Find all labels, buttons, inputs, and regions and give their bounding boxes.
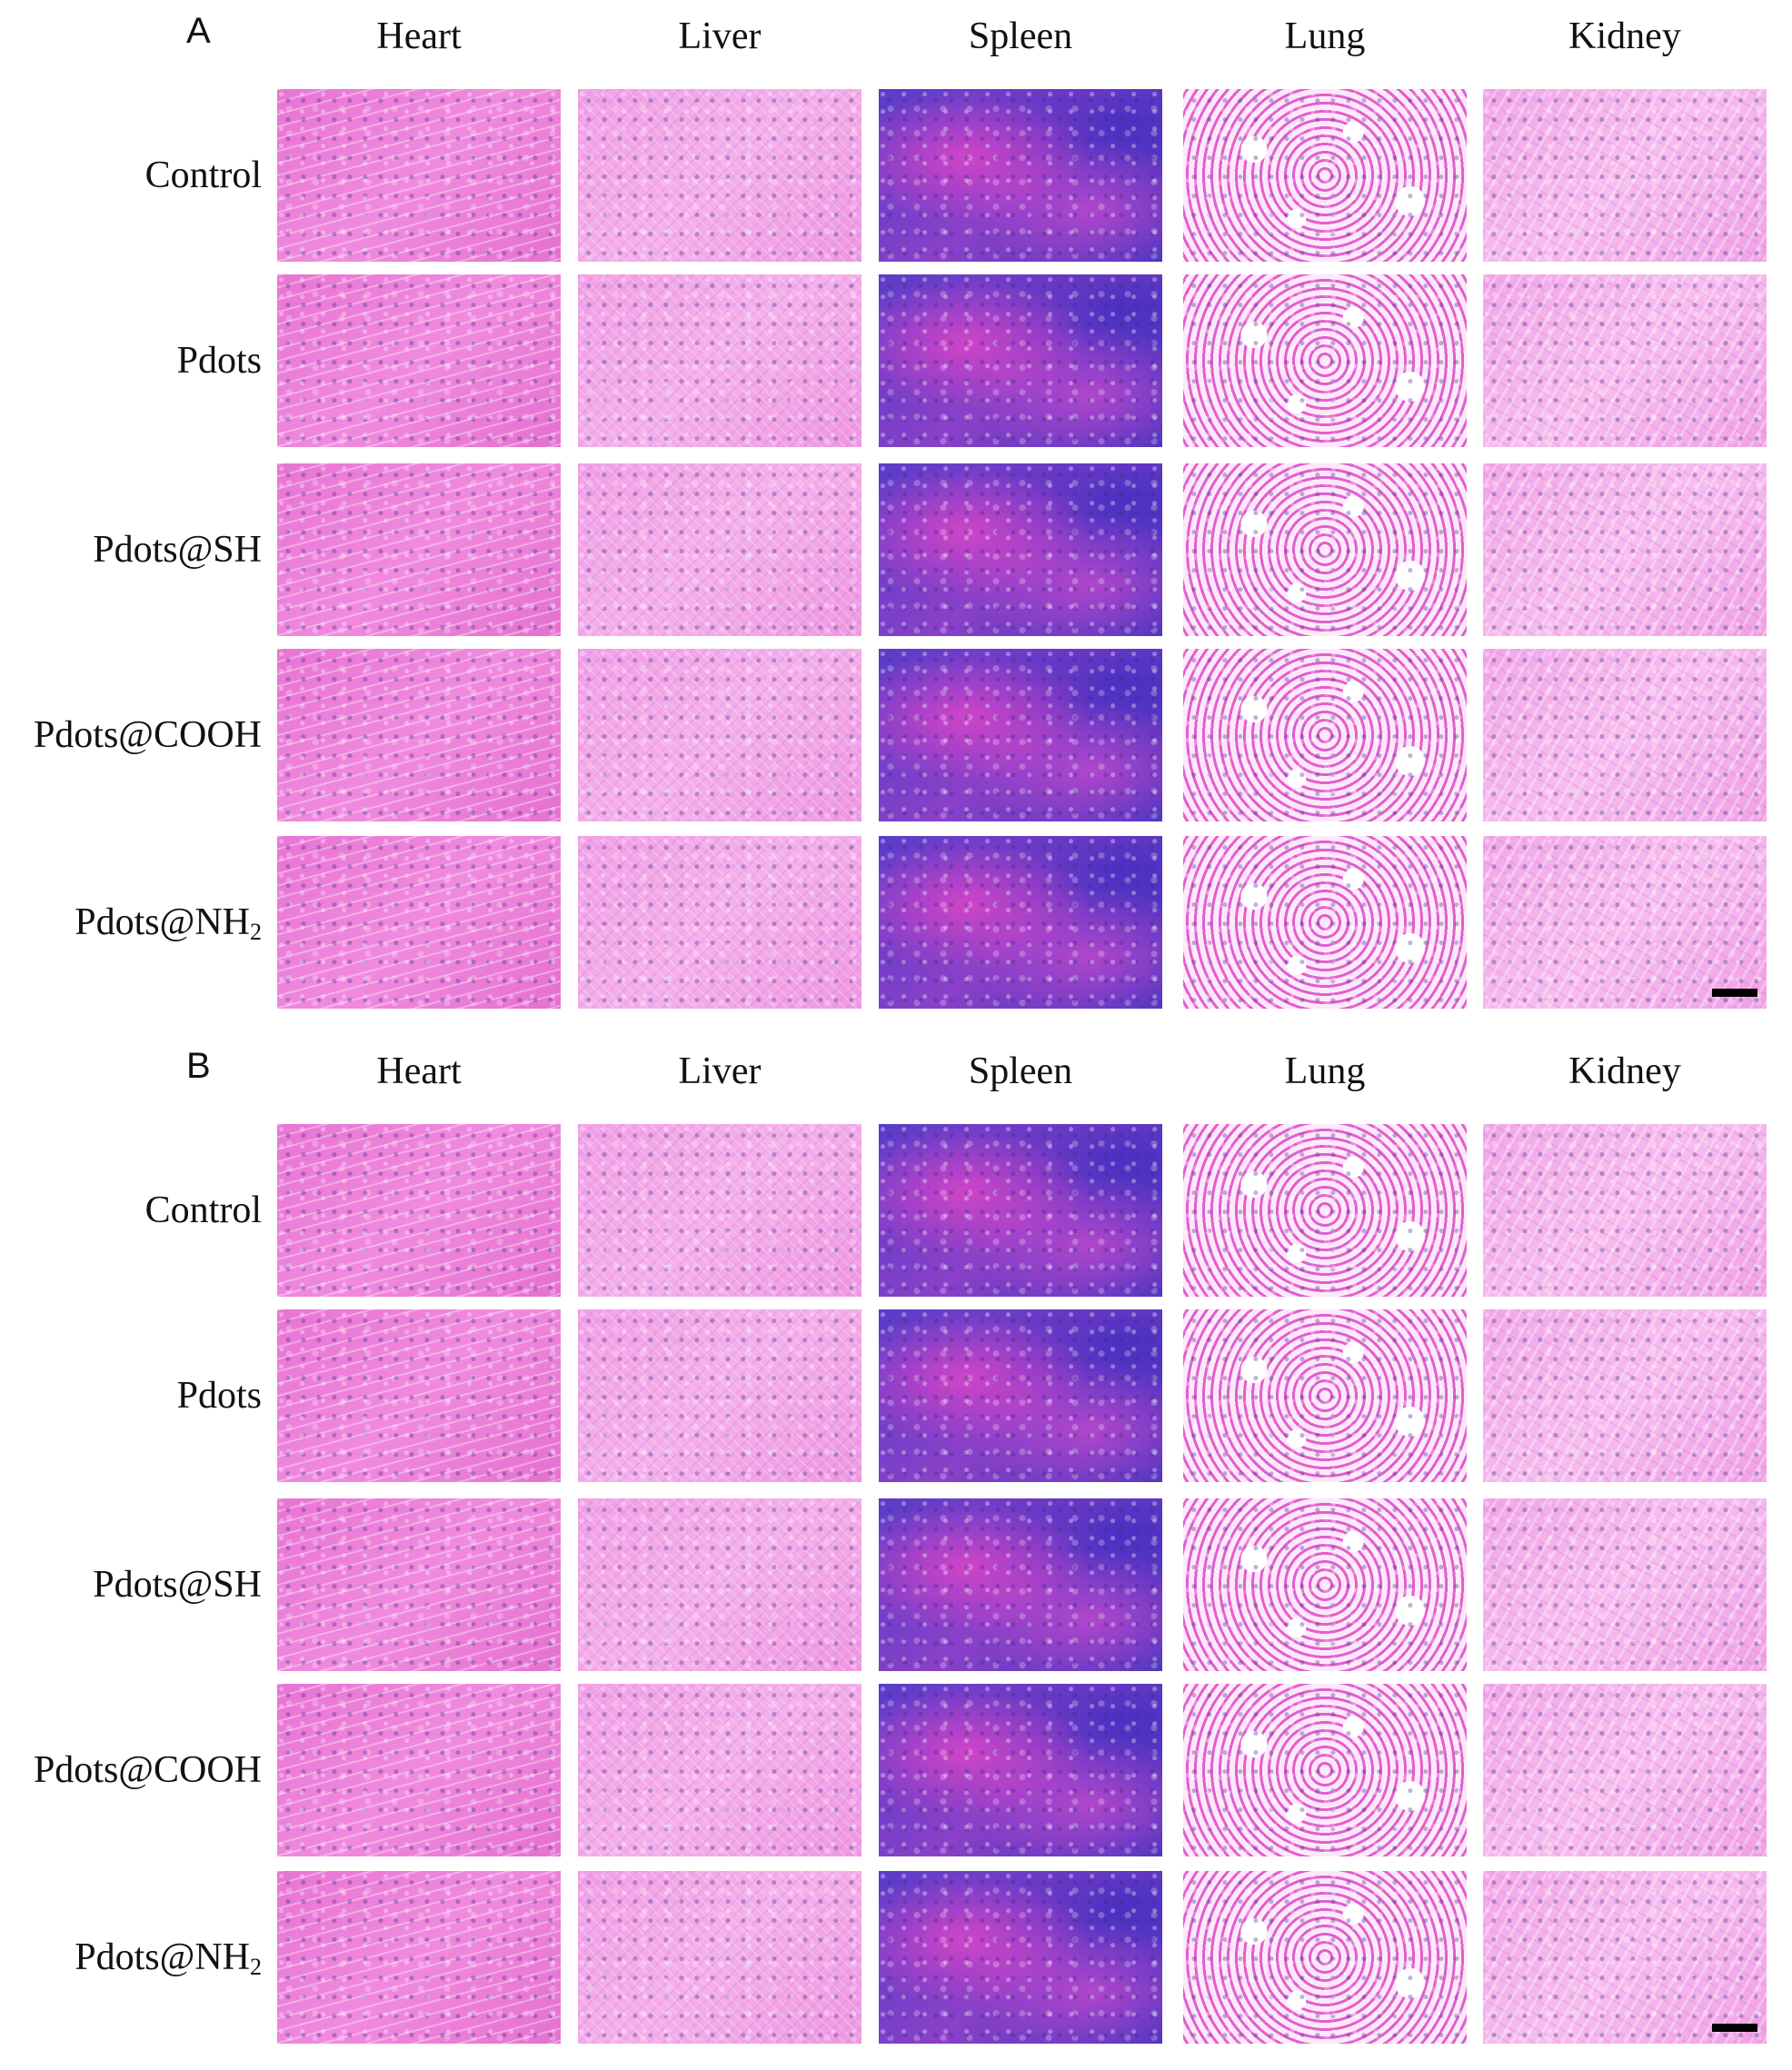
histology-image-lung	[1183, 649, 1467, 821]
row-label-subscript: 2	[250, 919, 262, 945]
column-header-lung: Lung	[1284, 15, 1366, 57]
histology-image-heart	[277, 1684, 561, 1856]
panel-b: B Heart Liver Spleen Lung Kidney Control Pdots P…	[0, 1035, 1792, 2070]
histology-image-heart	[277, 274, 561, 447]
histology-image-lung	[1183, 1124, 1467, 1297]
histology-image-lung	[1183, 274, 1467, 447]
histology-image-kidney	[1483, 1498, 1767, 1671]
histology-image-heart	[277, 1309, 561, 1482]
histology-image-lung	[1183, 1684, 1467, 1856]
row-label-text: Pdots	[176, 1375, 262, 1417]
column-header-lung: Lung	[1284, 1050, 1366, 1092]
histology-image-heart	[277, 463, 561, 636]
scale-bar	[1712, 2024, 1757, 2032]
panel-letter: A	[186, 11, 211, 51]
histology-image-heart	[277, 1124, 561, 1297]
histology-image-liver	[578, 836, 861, 1009]
column-header-kidney: Kidney	[1568, 15, 1681, 57]
histology-image-kidney	[1483, 836, 1767, 1009]
histology-image-liver	[578, 1871, 861, 2044]
row-label: Control	[0, 154, 262, 197]
column-header-spleen: Spleen	[968, 1050, 1073, 1092]
row-label-subscript: 2	[250, 1954, 262, 1980]
histology-image-spleen	[879, 1684, 1162, 1856]
histology-image-kidney	[1483, 463, 1767, 636]
column-header-spleen: Spleen	[968, 15, 1073, 57]
panel-a: A Heart Liver Spleen Lung Kidney Control Pdots P…	[0, 11, 1767, 1009]
histology-image-lung	[1183, 463, 1467, 636]
histology-image-liver	[578, 1684, 861, 1856]
column-header-kidney: Kidney	[1568, 1050, 1681, 1092]
histology-image-heart	[277, 89, 561, 262]
histology-image-kidney	[1483, 1309, 1767, 1482]
histology-image-liver	[578, 1498, 861, 1671]
row-label: Pdots	[0, 339, 262, 383]
histology-image-lung	[1183, 1871, 1467, 2044]
histology-image-heart	[277, 1871, 561, 2044]
histology-image-spleen	[879, 89, 1162, 262]
row-label: Pdots@COOH	[0, 713, 262, 757]
histology-image-spleen	[879, 836, 1162, 1009]
histology-image-kidney	[1483, 89, 1767, 262]
column-header-liver: Liver	[678, 15, 762, 57]
row-label-text: Pdots@COOH	[33, 714, 262, 756]
histology-image-lung	[1183, 1309, 1467, 1482]
scale-bar	[1712, 989, 1757, 997]
histology-image-liver	[578, 274, 861, 447]
histology-image-spleen	[879, 274, 1162, 447]
row-label-text: Control	[144, 154, 262, 196]
histology-image-liver	[578, 1124, 861, 1297]
histology-image-spleen	[879, 1871, 1162, 2044]
column-header-liver: Liver	[678, 1050, 762, 1092]
row-label: Pdots@SH	[0, 1563, 262, 1607]
histology-image-heart	[277, 1498, 561, 1671]
histology-image-spleen	[879, 1498, 1162, 1671]
row-label: Pdots@NH2	[0, 901, 262, 954]
row-label: Pdots@COOH	[0, 1748, 262, 1792]
panel-letter: B	[186, 1046, 211, 1086]
histology-image-kidney	[1483, 1684, 1767, 1856]
histology-image-kidney	[1483, 274, 1767, 447]
histology-image-spleen	[879, 1309, 1162, 1482]
row-label: Control	[0, 1189, 262, 1232]
histology-image-liver	[578, 649, 861, 821]
histology-image-kidney	[1483, 1124, 1767, 1297]
row-label: Pdots@SH	[0, 528, 262, 572]
histology-image-lung	[1183, 1498, 1467, 1671]
histology-image-spleen	[879, 649, 1162, 821]
row-label-text: Pdots@SH	[93, 1564, 262, 1606]
histology-image-heart	[277, 649, 561, 821]
histology-image-kidney	[1483, 1871, 1767, 2044]
row-label-text: Pdots	[176, 340, 262, 382]
histology-image-liver	[578, 1309, 861, 1482]
column-header-heart: Heart	[376, 1050, 462, 1092]
histology-image-heart	[277, 836, 561, 1009]
histology-image-spleen	[879, 1124, 1162, 1297]
row-label-text: Pdots@NH	[75, 1936, 250, 1978]
histology-image-spleen	[879, 463, 1162, 636]
row-label-text: Pdots@SH	[93, 529, 262, 571]
histology-image-lung	[1183, 89, 1467, 262]
row-label-text: Pdots@COOH	[33, 1749, 262, 1791]
histology-image-liver	[578, 89, 861, 262]
row-label-text: Pdots@NH	[75, 901, 250, 943]
row-label: Pdots@NH2	[0, 1936, 262, 1989]
histology-image-liver	[578, 463, 861, 636]
row-label: Pdots	[0, 1374, 262, 1418]
column-header-heart: Heart	[376, 15, 462, 57]
row-label-text: Control	[144, 1189, 262, 1231]
histology-image-kidney	[1483, 649, 1767, 821]
histology-image-lung	[1183, 836, 1467, 1009]
